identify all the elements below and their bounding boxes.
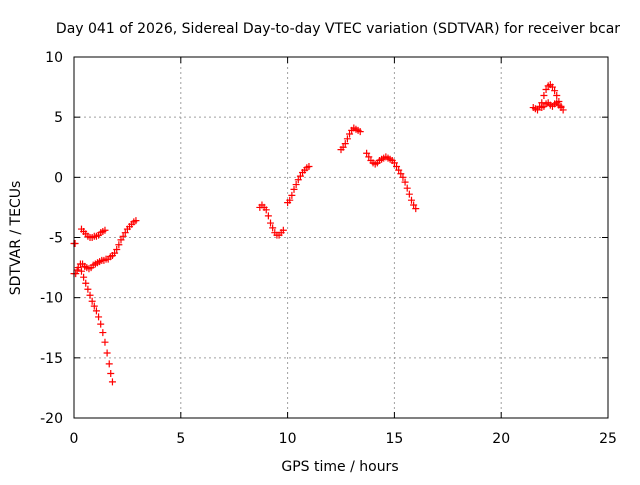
- data-point: [101, 338, 109, 346]
- data-point: [279, 226, 287, 234]
- data-point: [71, 240, 79, 248]
- data-point: [269, 224, 277, 232]
- data-point: [548, 83, 556, 91]
- data-point: [262, 206, 270, 214]
- data-point: [403, 184, 411, 192]
- data-point: [551, 87, 559, 95]
- x-tick-label: 10: [279, 431, 297, 447]
- data-point: [105, 360, 113, 368]
- data-point: [290, 185, 298, 193]
- data-point: [119, 232, 127, 240]
- data-point: [95, 313, 103, 321]
- data-point: [72, 270, 80, 278]
- data-point: [99, 329, 107, 337]
- data-point: [288, 191, 296, 199]
- x-tick-label: 0: [70, 431, 79, 447]
- data-point: [553, 92, 561, 100]
- data-point: [410, 201, 418, 209]
- data-point: [557, 104, 565, 112]
- y-tick-label: -10: [40, 291, 63, 307]
- data-point: [397, 170, 405, 178]
- data-point: [107, 369, 115, 377]
- data-point: [286, 196, 294, 204]
- data-point: [90, 302, 98, 310]
- data-point: [84, 285, 92, 293]
- data-point: [117, 236, 125, 244]
- y-tick-label: 5: [54, 110, 63, 126]
- data-point: [540, 92, 548, 100]
- data-point: [401, 178, 409, 186]
- data-point: [339, 143, 347, 151]
- y-tick-label: -15: [40, 351, 63, 367]
- y-tick-label: 10: [45, 50, 63, 66]
- data-point: [77, 267, 85, 275]
- data-point: [103, 349, 111, 357]
- data-point: [363, 149, 371, 157]
- data-point: [88, 297, 96, 305]
- data-point: [132, 217, 140, 225]
- data-point: [296, 172, 304, 180]
- data-point: [542, 85, 550, 93]
- x-axis-label: GPS time / hours: [281, 459, 398, 475]
- data-point: [92, 307, 100, 315]
- grid: [74, 57, 608, 418]
- data-point: [108, 378, 116, 386]
- y-tick-label: 0: [54, 170, 63, 186]
- data-points: [70, 81, 567, 386]
- data-point: [407, 196, 415, 204]
- data-point: [111, 249, 119, 257]
- x-tick-label: 15: [385, 431, 403, 447]
- data-point: [86, 291, 94, 299]
- data-point: [534, 106, 542, 114]
- data-point: [80, 273, 88, 281]
- data-point: [74, 264, 82, 272]
- data-point: [267, 219, 275, 227]
- x-tick-label: 20: [492, 431, 510, 447]
- data-point: [341, 140, 349, 148]
- data-point: [305, 163, 313, 171]
- y-tick-label: -20: [40, 411, 63, 427]
- y-axis-label: SDTVAR / TECUs: [8, 181, 24, 296]
- data-point: [101, 226, 109, 234]
- data-point: [121, 229, 129, 237]
- data-point: [412, 205, 420, 213]
- data-point: [113, 246, 121, 254]
- data-point: [395, 166, 403, 174]
- chart-title: Day 041 of 2026, Sidereal Day-to-day VTE…: [56, 21, 620, 37]
- data-point: [393, 163, 401, 171]
- data-point: [346, 130, 354, 138]
- data-point: [97, 320, 105, 328]
- x-tick-label: 5: [176, 431, 185, 447]
- ticks: 0 5 10 15 20 25 -20 -15 -10 -5 0 5 10: [40, 50, 617, 447]
- data-point: [292, 181, 300, 189]
- data-point: [399, 173, 407, 181]
- data-point: [343, 135, 351, 143]
- data-point: [115, 241, 123, 249]
- data-point: [294, 176, 302, 184]
- data-point: [82, 279, 90, 287]
- data-point: [365, 153, 373, 161]
- data-point: [405, 190, 413, 198]
- data-point: [356, 128, 364, 136]
- data-point: [390, 159, 398, 167]
- plot-frame: [73, 56, 609, 419]
- y-tick-label: -5: [49, 231, 63, 247]
- x-tick-label: 25: [599, 431, 617, 447]
- data-point: [264, 212, 272, 220]
